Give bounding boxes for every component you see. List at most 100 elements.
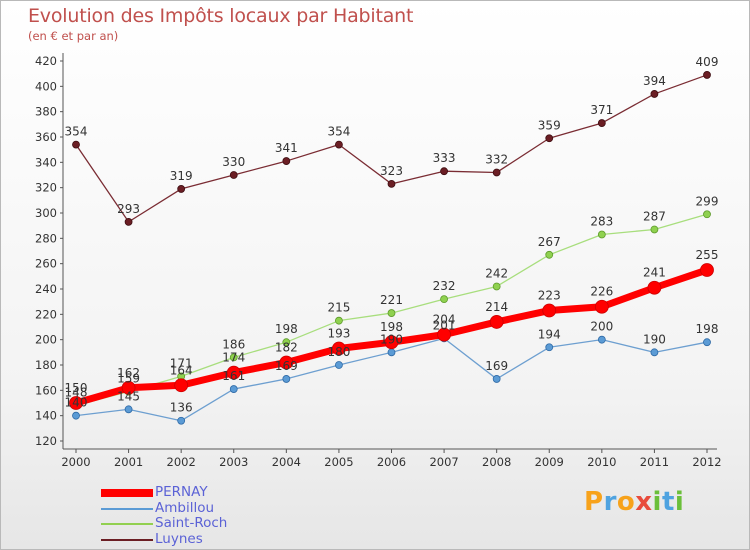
proxiti-logo: Proxiti [584, 487, 684, 517]
data-point-pernay [174, 378, 189, 393]
data-point-saint-roch [229, 353, 238, 362]
y-tick-label: 340 [35, 155, 57, 169]
data-point-ambillou [492, 375, 501, 383]
data-point-pernay [279, 355, 294, 370]
data-label-saint-roch: 283 [590, 215, 613, 229]
data-point-luynes [492, 168, 501, 177]
y-tick-label: 280 [35, 231, 57, 245]
data-point-ambillou [650, 348, 659, 357]
data-label-ambillou: 190 [380, 332, 403, 346]
data-label-saint-roch: 221 [380, 293, 403, 307]
data-point-saint-roch [282, 338, 291, 347]
data-label-saint-roch: 232 [433, 279, 456, 293]
data-label-luynes: 394 [643, 74, 666, 88]
data-label-pernay: 223 [538, 289, 561, 303]
data-point-pernay [542, 303, 557, 318]
data-point-ambillou [177, 416, 186, 425]
data-point-ambillou [597, 335, 606, 344]
legend-swatch-saint-roch [101, 523, 153, 525]
data-point-luynes [545, 134, 554, 143]
data-label-ambillou: 140 [65, 396, 88, 410]
data-label-pernay: 182 [275, 340, 298, 354]
data-label-luynes: 409 [696, 55, 719, 69]
data-label-saint-roch: 148 [65, 386, 88, 400]
data-label-ambillou: 180 [327, 345, 350, 359]
data-label-saint-roch: 198 [275, 322, 298, 336]
data-label-pernay: 226 [590, 285, 613, 299]
data-point-pernay [226, 365, 241, 380]
data-label-luynes: 293 [117, 202, 140, 216]
data-label-pernay: 255 [696, 248, 719, 262]
data-label-luynes: 371 [590, 103, 613, 117]
data-point-pernay [437, 327, 451, 342]
logo-letter: t [661, 487, 675, 517]
data-label-ambillou: 201 [433, 318, 456, 332]
data-label-pernay: 162 [117, 366, 140, 380]
x-tick-label: 2010 [587, 455, 616, 469]
data-label-pernay: 164 [170, 363, 193, 377]
data-point-luynes [597, 119, 606, 127]
data-label-saint-roch: 186 [222, 337, 245, 351]
data-label-saint-roch: 267 [538, 235, 561, 249]
legend-swatch-ambillou [101, 507, 153, 510]
data-label-ambillou: 161 [222, 369, 245, 383]
y-tick-label: 420 [35, 54, 57, 68]
y-tick-label: 380 [35, 105, 57, 119]
logo-letter: o [616, 487, 636, 517]
y-tick-label: 400 [35, 79, 57, 93]
data-point-saint-roch [650, 225, 659, 234]
data-label-ambillou: 145 [117, 389, 140, 403]
data-point-pernay [647, 280, 662, 295]
x-tick-label: 2005 [324, 455, 353, 469]
data-point-saint-roch [597, 230, 606, 239]
data-point-luynes [440, 167, 448, 176]
data-label-ambillou: 169 [275, 359, 298, 373]
data-label-pernay: 204 [433, 313, 456, 327]
logo-letter: r [603, 487, 617, 517]
data-label-ambillou: 198 [696, 322, 719, 336]
data-label-saint-roch: 242 [485, 266, 508, 280]
data-label-luynes: 330 [222, 155, 245, 169]
data-label-saint-roch: 299 [696, 194, 719, 208]
x-tick-label: 2003 [219, 455, 248, 469]
legend-label-luynes: Luynes [155, 530, 203, 547]
data-point-luynes [387, 179, 396, 188]
x-tick-label: 2002 [167, 455, 196, 469]
legend-swatch-pernay [101, 489, 153, 497]
x-tick-label: 2012 [692, 455, 721, 469]
y-tick-label: 320 [35, 181, 57, 195]
logo-letter: x [635, 487, 653, 517]
legend-label-pernay: PERNAY [155, 484, 208, 500]
y-tick-label: 260 [35, 257, 57, 271]
data-label-saint-roch: 215 [327, 301, 350, 315]
legend-label-ambillou: Ambillou [155, 499, 215, 516]
data-label-pernay: 193 [327, 327, 350, 341]
x-tick-label: 2001 [114, 455, 143, 469]
data-label-pernay: 174 [222, 351, 245, 365]
data-label-luynes: 359 [538, 118, 561, 132]
x-tick-label: 2000 [61, 455, 90, 469]
data-point-ambillou [545, 343, 554, 352]
data-point-ambillou [335, 361, 343, 369]
logo-letter: i [674, 487, 685, 517]
data-label-saint-roch: 159 [117, 372, 140, 386]
data-label-luynes: 354 [65, 125, 88, 139]
data-label-pernay: 214 [485, 300, 508, 314]
data-point-luynes [703, 71, 711, 79]
data-point-luynes [177, 185, 186, 193]
legend-swatch-luynes [101, 538, 153, 541]
x-tick-label: 2011 [640, 455, 669, 469]
legend-label-saint-roch: Saint-Roch [155, 515, 228, 531]
data-label-ambillou: 200 [590, 320, 613, 334]
chart-subtitle: (en € et par an) [28, 29, 119, 43]
data-label-pernay: 150 [65, 381, 88, 395]
data-point-saint-roch [335, 316, 343, 325]
data-point-pernay [489, 315, 504, 329]
data-label-ambillou: 136 [170, 401, 193, 415]
data-point-ambillou [124, 405, 133, 414]
y-tick-label: 240 [35, 282, 57, 296]
data-label-saint-roch: 171 [170, 356, 193, 370]
data-point-ambillou [703, 338, 711, 347]
data-label-luynes: 319 [170, 169, 193, 183]
logo-letter: P [584, 487, 604, 517]
